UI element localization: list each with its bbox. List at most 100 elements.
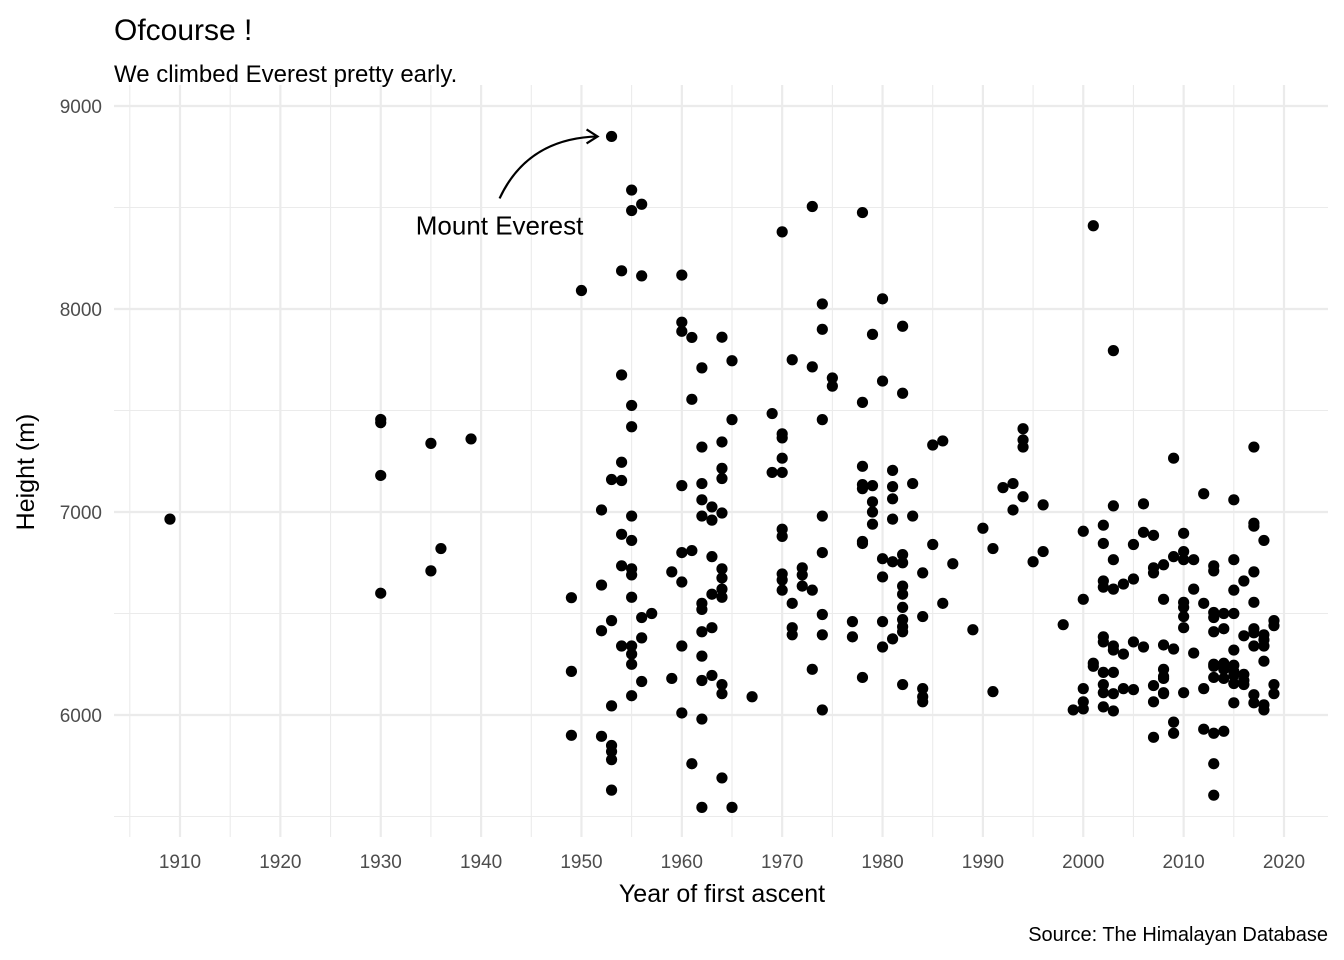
x-tick-label: 1920 [259,852,301,873]
data-point [1228,677,1240,690]
data-point [686,758,698,770]
data-point [856,206,869,219]
data-point [636,270,648,282]
data-point [1097,666,1109,678]
x-tick-label: 1930 [360,852,402,873]
data-point [716,507,728,519]
data-point [626,690,638,702]
data-point [605,615,618,627]
data-point [1147,529,1160,541]
axis-ticks: 1910 1920 1930 1940 1950 1960 1970 1980 1990 2000… [60,97,1305,873]
data-point [1218,672,1230,685]
data-point [1238,678,1250,691]
data-point [626,640,638,652]
data-point [616,456,628,468]
data-point [1248,627,1260,639]
data-point [565,729,578,741]
data-point [927,538,939,551]
data-point [1228,607,1240,620]
data-point [696,603,708,616]
data-point [595,625,608,637]
x-tick-label: 1960 [661,852,703,873]
data-point [866,496,879,508]
data-point [816,510,828,522]
x-tick-label: 2010 [1162,852,1204,873]
data-point [826,380,838,392]
data-point [897,601,909,614]
data-point [1157,672,1170,685]
data-point [1238,630,1250,642]
data-point [716,472,728,485]
data-point [776,226,788,238]
data-point [676,547,688,559]
data-point [1157,639,1170,651]
data-point [846,631,859,643]
x-tick-label: 2000 [1062,852,1104,873]
data-point [716,688,728,700]
data-point [1097,678,1109,691]
data-point [1248,640,1260,652]
data-point [1168,643,1180,655]
data-point [696,441,708,453]
data-point [1248,689,1260,701]
data-point [1228,494,1240,506]
data-point [1137,498,1150,510]
data-point [917,567,929,579]
data-point [897,549,909,561]
data-point [766,407,778,420]
data-point [1017,423,1029,435]
data-point [1248,596,1260,608]
data-point [716,331,728,343]
data-point [776,452,788,464]
data-point [1198,723,1210,735]
data-point [856,537,869,550]
data-point [1228,669,1240,682]
data-point [1107,500,1119,512]
data-point [876,616,889,628]
data-point [435,542,447,555]
data-point [1178,622,1190,634]
data-point [676,316,688,328]
data-point [716,436,728,448]
data-point [716,772,728,784]
data-point [1208,789,1220,801]
data-point [826,372,838,384]
data-point [626,648,638,660]
data-point [816,298,828,310]
data-point [947,558,959,570]
y-tick-label: 7000 [60,503,102,524]
data-point [1188,554,1200,566]
data-point [796,569,808,581]
data-point [646,607,658,620]
data-point [1218,623,1230,635]
data-point [1027,556,1039,568]
data-point [967,624,979,636]
data-point [1077,593,1089,605]
data-point [565,592,578,604]
data-point [616,474,628,487]
data-point [666,566,678,578]
data-point [595,579,608,591]
data-point [716,591,728,603]
x-tick-label: 1970 [761,852,803,873]
data-point [1137,526,1150,538]
data-point [375,587,387,599]
data-point [595,504,608,516]
data-point [866,328,879,340]
chart-subtitle: We climbed Everest pretty early. [114,61,457,88]
data-point [1268,620,1280,632]
data-point [1097,519,1109,531]
data-point [626,204,638,217]
data-point [1178,610,1190,623]
data-point [164,513,176,525]
data-point [696,650,708,662]
data-point [1258,640,1270,652]
data-point [1218,725,1230,737]
data-point [1137,641,1150,653]
data-point [1208,671,1220,684]
data-point [1097,537,1109,550]
data-point [1127,636,1140,648]
data-point [1157,593,1170,605]
data-point [696,626,708,638]
